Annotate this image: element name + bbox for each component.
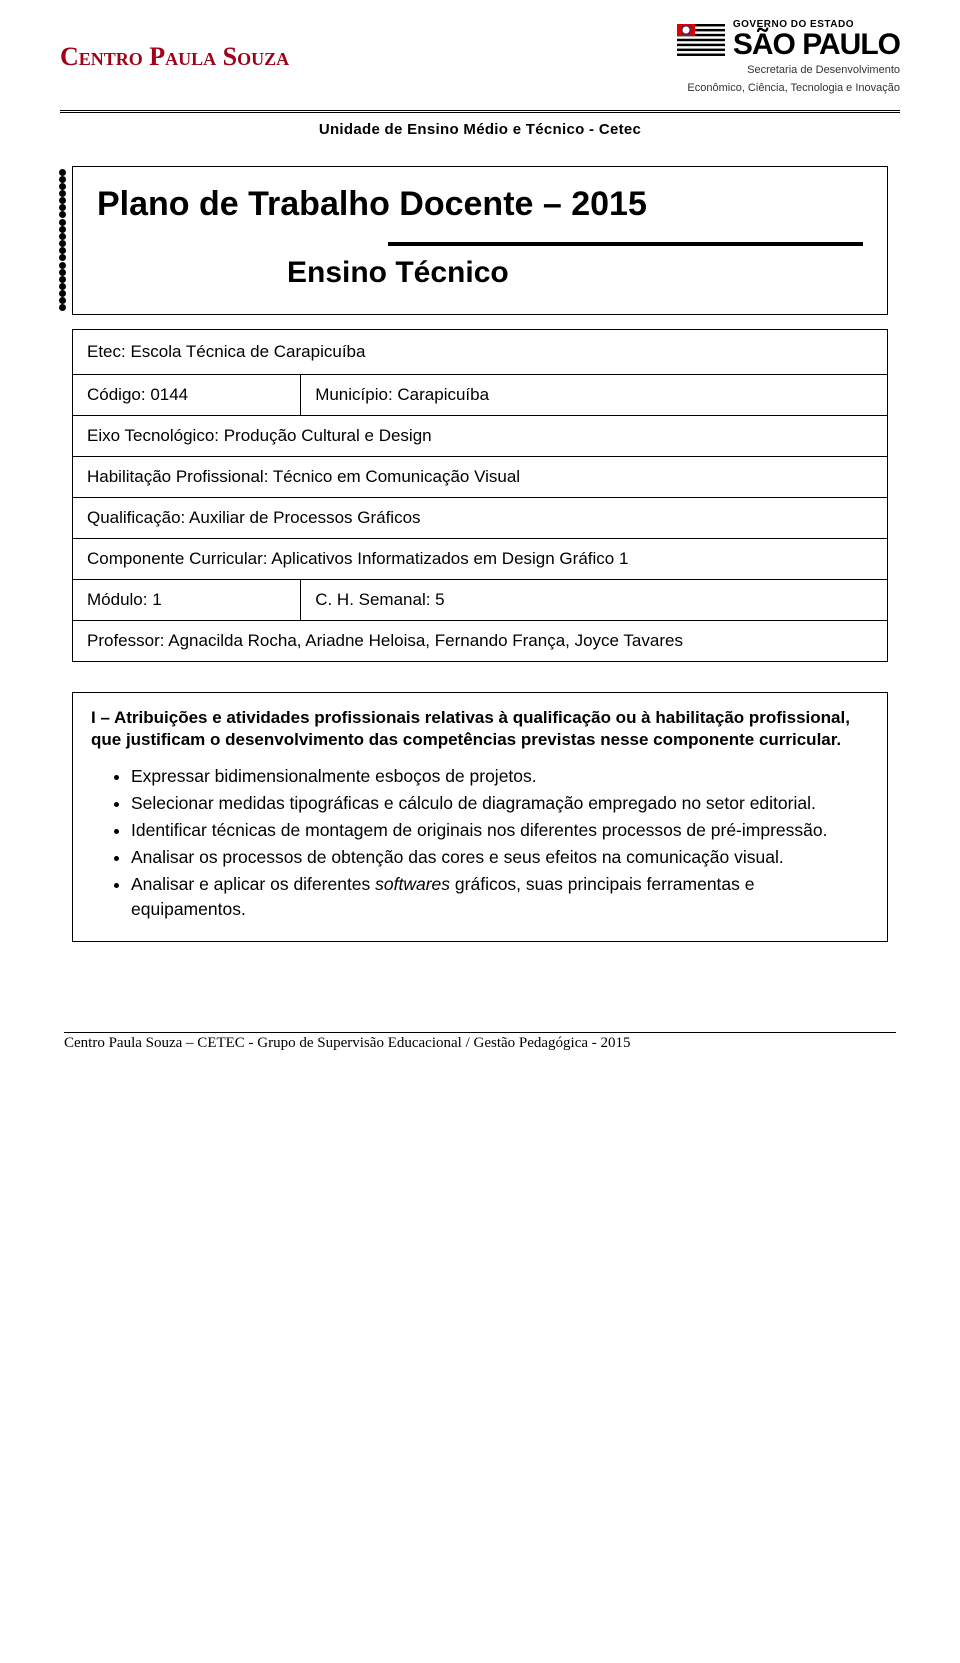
footer-text: Centro Paula Souza – CETEC - Grupo de Su… <box>64 1035 896 1052</box>
table-row: Componente Curricular: Aplicativos Infor… <box>73 538 888 579</box>
attr-heading: I – Atribuições e atividades profissiona… <box>91 707 869 753</box>
table-row: Eixo Tecnológico: Produção Cultural e De… <box>73 415 888 456</box>
list-item: Selecionar medidas tipográficas e cálcul… <box>131 791 869 816</box>
cps-logo: Centro Paula Souza <box>60 43 289 72</box>
list-item: Analisar os processos de obtenção das co… <box>131 845 869 870</box>
table-row: Professor: Agnacilda Rocha, Ariadne Helo… <box>73 620 888 661</box>
eixo-cell: Eixo Tecnológico: Produção Cultural e De… <box>73 415 888 456</box>
page-footer: Centro Paula Souza – CETEC - Grupo de Su… <box>0 1032 960 1052</box>
page-header: Centro Paula Souza GOVERNO DO ES <box>0 0 960 106</box>
table-row: Código: 0144 Município: Carapicuíba <box>73 374 888 415</box>
ch-cell: C. H. Semanal: 5 <box>301 579 888 620</box>
attr-list: Expressar bidimensionalmente esboços de … <box>91 764 869 921</box>
list-item: Expressar bidimensionalmente esboços de … <box>131 764 869 789</box>
table-row: Habilitação Profissional: Técnico em Com… <box>73 456 888 497</box>
table-row: Etec: Escola Técnica de Carapicuíba <box>73 329 888 374</box>
list-item: Identificar técnicas de montagem de orig… <box>131 818 869 843</box>
cps-logo-text: Centro Paula Souza <box>60 42 289 71</box>
title-divider <box>388 242 863 246</box>
sp-state-name: SÃO PAULO <box>733 30 900 60</box>
modulo-cell: Módulo: 1 <box>73 579 301 620</box>
sp-secretaria-l1: Secretaria de Desenvolvimento <box>677 64 900 78</box>
componente-cell: Componente Curricular: Aplicativos Infor… <box>73 538 888 579</box>
main-content: Plano de Trabalho Docente – 2015 Ensino … <box>0 166 960 943</box>
header-rule <box>60 110 900 113</box>
sp-gov-logo: GOVERNO DO ESTADO SÃO PAULO Secretaria d… <box>677 20 900 96</box>
table-row: Qualificação: Auxiliar de Processos Gráf… <box>73 497 888 538</box>
attributions-box: I – Atribuições e atividades profissiona… <box>72 692 888 943</box>
codigo-cell: Código: 0144 <box>73 374 301 415</box>
list-item: Analisar e aplicar os diferentes softwar… <box>131 872 869 922</box>
unidade-label: Unidade de Ensino Médio e Técnico - Cete… <box>0 121 960 138</box>
info-table: Etec: Escola Técnica de Carapicuíba Códi… <box>72 329 888 662</box>
footer-rule <box>64 1032 896 1033</box>
etec-cell: Etec: Escola Técnica de Carapicuíba <box>73 329 888 374</box>
sp-flag-icon <box>677 24 725 56</box>
qualificacao-cell: Qualificação: Auxiliar de Processos Gráf… <box>73 497 888 538</box>
sp-secretaria-l2: Econômico, Ciência, Tecnologia e Inovaçã… <box>677 82 900 96</box>
table-row: Módulo: 1 C. H. Semanal: 5 <box>73 579 888 620</box>
professor-cell: Professor: Agnacilda Rocha, Ariadne Helo… <box>73 620 888 661</box>
title-box: Plano de Trabalho Docente – 2015 Ensino … <box>72 166 888 315</box>
plano-title: Plano de Trabalho Docente – 2015 <box>97 185 863 224</box>
municipio-cell: Município: Carapicuíba <box>301 374 888 415</box>
ensino-title: Ensino Técnico <box>97 256 863 290</box>
side-dots-icon <box>59 169 66 312</box>
habilitacao-cell: Habilitação Profissional: Técnico em Com… <box>73 456 888 497</box>
